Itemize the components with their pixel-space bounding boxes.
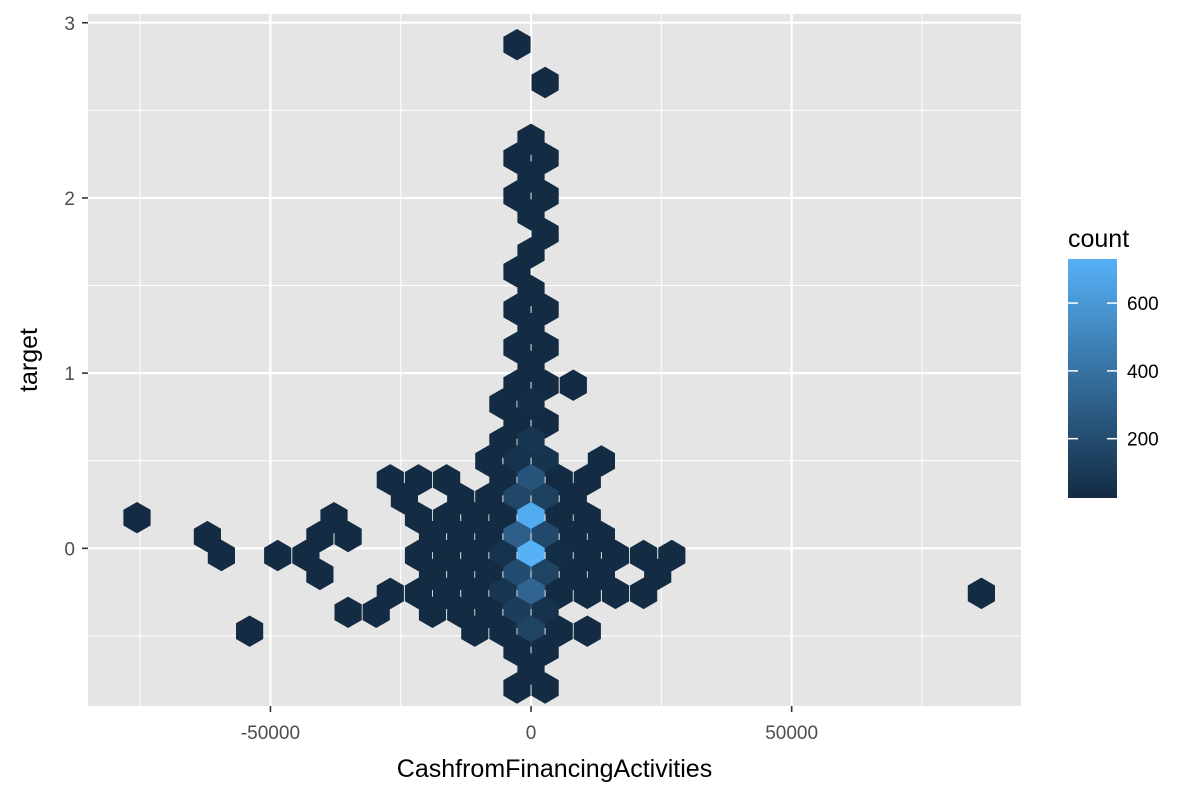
hexbin-cell xyxy=(601,577,630,610)
y-tick-label: 3 xyxy=(64,14,75,35)
hexbin-cell xyxy=(123,502,151,534)
y-axis-title: target xyxy=(15,328,43,392)
hexbin-cell xyxy=(461,615,489,647)
hexbin-cell xyxy=(264,539,292,572)
x-tick-label: 50000 xyxy=(765,723,818,744)
legend-break-label: 600 xyxy=(1127,294,1159,315)
hexbin-cell xyxy=(531,66,559,99)
hexbin-cell xyxy=(334,520,362,553)
hexbin-cell xyxy=(306,558,334,591)
hexbin-cell xyxy=(207,539,235,572)
y-tick-label: 0 xyxy=(64,539,75,560)
x-tick-label: -50000 xyxy=(241,723,300,744)
hexbin-cell xyxy=(531,672,559,704)
x-axis-title: CashfromFinancingActivities xyxy=(397,755,712,783)
legend-break-label: 200 xyxy=(1127,430,1159,451)
hexbin-cell xyxy=(630,577,658,610)
hexbin-cell xyxy=(362,596,390,628)
legend: count 200 400 600 xyxy=(1068,225,1159,498)
x-tick-label: 0 xyxy=(526,723,537,744)
hexbin-cell xyxy=(503,672,531,704)
hexbin-cell xyxy=(967,577,995,610)
y-tick-label: 2 xyxy=(64,189,75,210)
legend-colorbar xyxy=(1068,259,1117,498)
hexbin-cell xyxy=(573,615,601,647)
hexbin-cell xyxy=(418,596,447,628)
y-tick-label: 1 xyxy=(64,364,75,385)
hexagon-layer xyxy=(123,29,995,704)
x-axis: -50000 0 50000 xyxy=(241,706,818,744)
hexbin-cell xyxy=(559,369,587,401)
hexbin-cell xyxy=(503,29,531,61)
y-axis: 0 1 2 3 xyxy=(64,14,88,560)
hexbin-cell xyxy=(334,596,362,628)
hexbin-cell xyxy=(573,577,601,610)
hexbin-cell xyxy=(236,615,264,647)
legend-title: count xyxy=(1068,225,1129,253)
legend-break-label: 400 xyxy=(1127,362,1159,383)
legend-ticks: 200 400 600 xyxy=(1068,294,1159,451)
